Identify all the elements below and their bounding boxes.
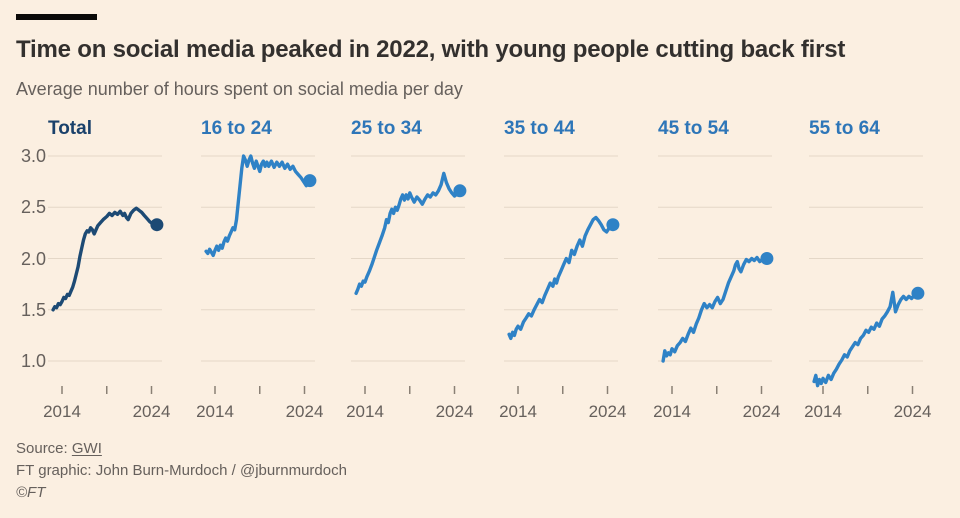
panel-title: 16 to 24 [201,118,272,139]
y-axis-label: 2.5 [20,197,46,218]
trend-line [507,215,615,341]
panel-title: Total [48,118,92,139]
y-axis-label: 1.0 [20,351,46,371]
latest-point-dot [760,252,774,265]
x-tick-label: 2024 [133,402,171,421]
panel-chart: 2014 2024 [804,155,932,421]
panel-chart: 2014 2024 [653,155,781,421]
panel-55-to-64: 55 to 64 2014 2024 [804,116,941,436]
latest-point-dot [453,184,467,198]
panel-chart: 2014 2024 [43,155,171,421]
trend-line [661,255,769,363]
y-axis-label: 2.0 [20,248,46,269]
x-tick-label: 2024 [436,402,474,421]
panel-chart: 2014 2024 [499,155,627,421]
x-tick-label: 2014 [804,402,842,421]
y-axis-label: 1.5 [20,299,46,320]
trend-line [51,206,159,312]
panel-title: 35 to 44 [504,118,575,139]
x-tick-label: 2014 [499,402,537,421]
panel-35-to-44: 35 to 44 2014 2024 [499,116,636,436]
latest-point-dot [150,218,164,232]
copyright: ©FT [16,484,46,501]
latest-point-dot [911,286,925,300]
chart-subtitle: Average number of hours spent on social … [16,79,463,99]
source-link[interactable]: GWI [71,440,102,457]
trend-line [812,290,920,388]
latest-point-dot [606,218,620,232]
x-tick-label: 2024 [743,402,781,421]
credit-line: FT graphic: John Burn-Murdoch / @jburnmu… [16,462,347,479]
source-label: Source: [16,440,72,457]
x-tick-label: 2024 [589,402,627,421]
panel-45-to-54: 45 to 54 2014 2024 [653,116,790,436]
panel-title: 55 to 64 [809,118,880,139]
x-tick-label: 2014 [346,402,384,421]
source-line: Source: GWI [16,438,347,460]
chart-footer: Source: GWI FT graphic: John Burn-Murdoc… [16,438,347,504]
x-tick-label: 2024 [894,402,932,421]
panel-title: 45 to 54 [658,118,729,139]
panel-chart: 2014 2024 [196,154,324,421]
panel-25-to-34: 25 to 34 2014 2024 [346,116,483,436]
ft-brand-bar [16,14,97,20]
x-tick-label: 2024 [286,402,324,421]
x-tick-label: 2014 [653,402,691,421]
chart-title: Time on social media peaked in 2022, wit… [16,36,846,63]
x-tick-label: 2014 [196,402,234,421]
panel-total: Total 2014 2024 [43,116,180,436]
trend-line [354,171,462,296]
panel-16-to-24: 16 to 24 2014 2024 [196,116,333,436]
trend-line [204,154,312,258]
panel-title: 25 to 34 [351,118,422,139]
panel-chart: 2014 2024 [346,155,474,421]
latest-point-dot [303,174,317,188]
x-tick-label: 2014 [43,402,81,421]
y-axis-label: 3.0 [20,146,46,166]
